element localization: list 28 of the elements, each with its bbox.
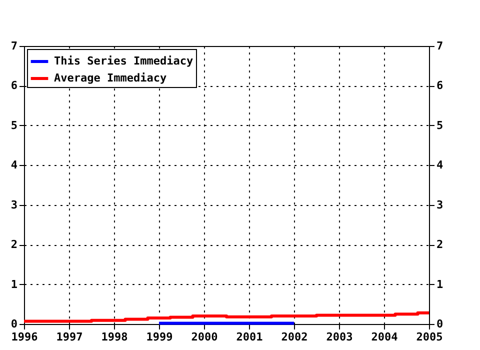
y2-tick-label: 0 [436, 318, 444, 330]
y2-tick-label: 2 [436, 238, 444, 252]
y-tick-label: 7 [10, 40, 18, 52]
y-tick-label: 3 [10, 198, 18, 212]
x-tick-label: 1998 [101, 330, 128, 344]
legend-label: Average Immediacy [54, 72, 167, 84]
x-tick-label: 2005 [416, 330, 443, 344]
x-tick-label: 2004 [371, 330, 398, 344]
x-tick-label: 2003 [326, 330, 353, 344]
y-tick-label: 6 [10, 79, 18, 92]
y2-tick-label: 7 [436, 40, 444, 52]
legend-label: This Series Immediacy [54, 54, 194, 68]
x-tick-label: 2001 [236, 330, 264, 344]
y2-tick-label: 1 [436, 278, 444, 291]
y-tick-label: 5 [10, 118, 18, 132]
x-tick-label: 2000 [191, 330, 218, 344]
y2-tick-label: 4 [436, 158, 444, 172]
y2-tick-label: 3 [436, 198, 444, 212]
y-tick-label: 0 [10, 318, 18, 330]
x-tick-label: 1997 [56, 330, 83, 344]
y-tick-label: 1 [10, 278, 18, 291]
x-tick-label: 1996 [11, 330, 38, 344]
y2-tick-label: 6 [436, 79, 444, 92]
y2-tick-label: 5 [436, 118, 444, 132]
y-tick-label: 2 [10, 238, 18, 252]
x-tick-label: 2002 [281, 330, 308, 344]
x-tick-label: 1999 [146, 330, 173, 344]
y-tick-label: 4 [10, 158, 18, 172]
